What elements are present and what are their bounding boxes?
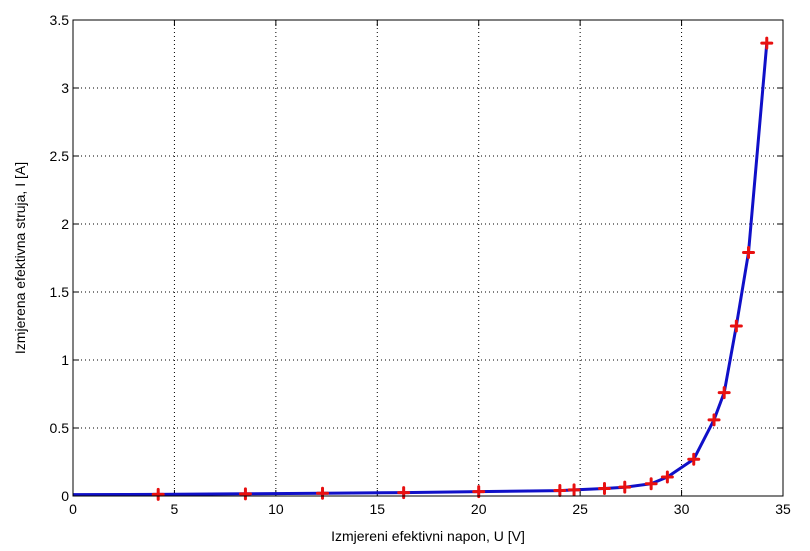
data-point-marker bbox=[151, 487, 165, 501]
y-tick-label: 3 bbox=[61, 80, 69, 96]
data-point-marker bbox=[717, 386, 731, 400]
x-axis-label: Izmjereni efektivni napon, U [V] bbox=[331, 528, 525, 544]
data-point-marker bbox=[707, 413, 721, 427]
data-point-marker bbox=[618, 480, 632, 494]
data-point-marker bbox=[553, 484, 567, 498]
y-tick-label: 3.5 bbox=[50, 12, 70, 28]
series-group bbox=[72, 36, 774, 501]
x-tick-label: 25 bbox=[572, 501, 588, 517]
data-point-marker bbox=[760, 36, 774, 50]
data-point-marker bbox=[687, 452, 701, 466]
x-tick-label: 0 bbox=[69, 501, 77, 517]
y-axis-label: Izmjerena efektivna struja, I [A] bbox=[12, 162, 28, 354]
x-tick-label: 15 bbox=[369, 501, 385, 517]
data-point-marker bbox=[660, 470, 674, 484]
data-point-marker bbox=[316, 486, 330, 500]
y-tick-label: 1 bbox=[61, 352, 69, 368]
x-tick-label: 5 bbox=[171, 501, 179, 517]
data-point-marker bbox=[742, 246, 756, 260]
data-point-marker bbox=[597, 482, 611, 496]
y-tick-label: 2 bbox=[61, 216, 69, 232]
x-tick-label: 10 bbox=[268, 501, 284, 517]
series-line bbox=[72, 42, 769, 497]
x-tick-labels: 0 5 10 15 20 25 30 35 bbox=[69, 501, 791, 517]
y-tick-labels: 0 0.5 1 1.5 2 2.5 3 3.5 bbox=[50, 12, 70, 504]
data-point-marker bbox=[644, 477, 658, 491]
plot-frame bbox=[72, 19, 784, 497]
x-tick-label: 20 bbox=[471, 501, 487, 517]
x-tick-label: 35 bbox=[775, 501, 791, 517]
y-tick-label: 0 bbox=[61, 488, 69, 504]
data-point-marker bbox=[729, 319, 743, 333]
x-tick-label: 30 bbox=[674, 501, 690, 517]
y-tick-label: 0.5 bbox=[50, 420, 70, 436]
grid bbox=[73, 20, 783, 496]
y-tick-label: 2.5 bbox=[50, 148, 70, 164]
data-point-marker bbox=[238, 487, 252, 501]
data-point-marker bbox=[472, 485, 486, 499]
y-tick-label: 1.5 bbox=[50, 284, 70, 300]
plot-area bbox=[73, 20, 783, 496]
data-point-marker bbox=[567, 483, 581, 497]
